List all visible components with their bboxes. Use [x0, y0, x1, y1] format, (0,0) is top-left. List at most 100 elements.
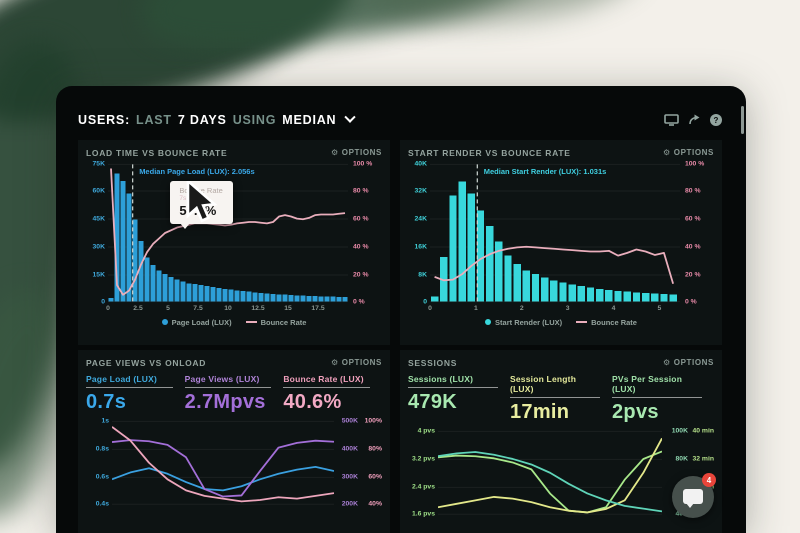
axis-tick-label: 0.6s: [95, 473, 109, 481]
start-render-chart[interactable]: Median Start Render (LUX): 1.031s: [430, 163, 680, 303]
axis-tick-label: 0 %: [353, 298, 365, 306]
x-axis: 0 2.5 5 7.5 10 12.5 15 17.5: [106, 304, 348, 315]
chat-widget-button[interactable]: 4: [672, 473, 716, 518]
legend-dot-icon: [161, 319, 168, 325]
axis-tick-label: 0: [428, 305, 432, 312]
page-views-trend-chart[interactable]: [112, 418, 334, 530]
axis-tick-label: 3: [565, 305, 570, 312]
metric-label: Sessions (LUX): [408, 374, 498, 388]
axis-tick-label: 40 %: [353, 243, 369, 251]
laptop-screen: USERS: LAST 7 DAYS USING MEDIAN ?: [56, 86, 746, 533]
axis-tick-label: 15K: [92, 271, 105, 279]
users-range-selector[interactable]: USERS: LAST 7 DAYS USING MEDIAN: [78, 111, 357, 127]
share-icon[interactable]: [688, 114, 701, 126]
axis-tick-label: 40 %: [685, 243, 701, 251]
tooltip-sublabel: 7s: [179, 195, 187, 203]
axis-tick-label: 80 %: [685, 187, 701, 195]
axis-tick-label: 100 %: [353, 160, 373, 168]
axis-tick-label: 2.5: [133, 305, 143, 312]
axis-tick-label: 32K: [414, 187, 427, 195]
title-users: USERS:: [78, 113, 131, 127]
scrollbar[interactable]: [741, 106, 744, 134]
axis-tick-label: 0: [423, 298, 427, 306]
options-button[interactable]: ⚙ OPTIONS: [331, 148, 382, 157]
legend-label: Bounce Rate: [591, 317, 637, 327]
axis-tick-label: 4 pvs: [417, 427, 435, 435]
axis-tick-label: 0: [106, 305, 110, 312]
load-time-chart[interactable]: Median Page Load (LUX): 2.056s Bounce Ra…: [108, 163, 348, 303]
axis-tick-label: 80 %: [353, 187, 369, 195]
title-using: USING: [232, 113, 277, 127]
axis-tick-label: 30K: [92, 243, 105, 251]
axis-tick-label: 15: [284, 305, 292, 312]
options-button[interactable]: ⚙ OPTIONS: [331, 358, 382, 367]
axis-tick-label: 7.5: [193, 305, 203, 312]
legend-line-icon: [245, 321, 257, 323]
axis-tick-label: 12.5: [251, 305, 265, 312]
chat-icon: [683, 489, 703, 508]
metric-page-load: Page Load (LUX) 0.7s: [86, 374, 185, 414]
axis-tick-label: 1s: [101, 417, 109, 425]
median-annotation: Median Start Render (LUX): 1.031s: [483, 167, 607, 177]
axis-tick-label: 1: [473, 305, 478, 312]
chart-legend: Page Load (LUX) Bounce Rate: [86, 315, 382, 329]
metrics-row: Page Load (LUX) 0.7s Page Views (LUX) 2.…: [86, 374, 382, 414]
tooltip-tail: [180, 223, 191, 230]
median-annotation: Median Page Load (LUX): 2.056s: [139, 167, 255, 177]
help-icon[interactable]: ?: [710, 114, 722, 126]
panel-start-render-vs-bounce-rate: START RENDER VS BOUNCE RATE ⚙ OPTIONS 40…: [400, 140, 722, 345]
title-median: MEDIAN: [282, 113, 337, 127]
gear-icon: ⚙: [663, 358, 671, 367]
axis-tick-label: 100 %: [685, 160, 705, 168]
axis-tick-label: 300K 60%: [341, 473, 382, 481]
legend-label: Start Render (LUX): [495, 317, 563, 327]
axis-tick-label: 20 %: [353, 271, 369, 279]
panel-title: SESSIONS: [408, 357, 458, 368]
metric-label: Bounce Rate (LUX): [283, 374, 371, 388]
metric-label: Page Views (LUX): [184, 374, 272, 388]
metric-pvs-per-session: PVs Per Session (LUX) 2pvs: [612, 374, 714, 424]
axis-tick-label: 0.8s: [95, 445, 109, 453]
axis-tick-label: 5: [657, 305, 662, 312]
axis-tick-label: 60 %: [685, 215, 701, 223]
metric-value: 2pvs: [612, 401, 659, 423]
title-days: 7 DAYS: [177, 113, 227, 127]
y-axis-right: 100 % 80 % 60 % 40 % 20 % 0 %: [680, 160, 714, 305]
monitor-icon[interactable]: [664, 114, 679, 126]
notification-badge: 4: [702, 473, 716, 487]
axis-tick-label: 400K 80%: [341, 445, 382, 453]
panel-page-views-vs-onload: PAGE VIEWS VS ONLOAD ⚙ OPTIONS Page Load…: [78, 350, 390, 533]
panel-title: START RENDER VS BOUNCE RATE: [408, 147, 571, 158]
axis-tick-label: 5: [166, 305, 170, 312]
y-axis-left: 40K 32K 24K 16K 8K 0: [408, 161, 430, 306]
dashboard-topbar: USERS: LAST 7 DAYS USING MEDIAN ?: [78, 106, 722, 134]
axis-tick-label: 24K: [414, 215, 427, 223]
options-button[interactable]: ⚙ OPTIONS: [663, 148, 714, 157]
y-axis-right: 100 % 80 % 60 % 40 % 20 % 0 %: [348, 160, 382, 306]
gear-icon: ⚙: [663, 148, 671, 157]
x-axis: 0 1 2 3 4 5: [428, 304, 680, 315]
legend-line-icon: [576, 321, 588, 323]
metric-sessions: Sessions (LUX) 479K: [408, 374, 510, 424]
metric-label: PVs Per Session (LUX): [612, 374, 702, 398]
bounce-rate-tooltip: Bounce Rate 7s 57.1%: [170, 181, 233, 230]
axis-tick-label: 75K: [92, 160, 105, 168]
gear-icon: ⚙: [331, 148, 339, 157]
metrics-row: Sessions (LUX) 479K Session Length (LUX)…: [408, 374, 714, 424]
axis-tick-label: 2.4 pvs: [411, 483, 435, 491]
mouse-cursor-icon: [187, 181, 218, 223]
axis-tick-label: 17.5: [311, 305, 325, 312]
sessions-trend-chart[interactable]: [438, 428, 662, 533]
metric-value: 17min: [510, 401, 570, 423]
axis-tick-label: 60K: [92, 187, 105, 195]
metric-value: 2.7Mpvs: [184, 391, 266, 413]
axis-tick-label: 2: [519, 305, 524, 312]
axis-tick-label: 0: [101, 298, 105, 306]
panel-title: LOAD TIME VS BOUNCE RATE: [86, 147, 228, 158]
axis-tick-label: 100K 40 min: [671, 427, 714, 435]
legend-label: Bounce Rate: [260, 317, 307, 327]
options-button[interactable]: ⚙ OPTIONS: [663, 358, 714, 367]
legend-dot-icon: [485, 319, 492, 325]
panel-load-time-vs-bounce-rate: LOAD TIME VS BOUNCE RATE ⚙ OPTIONS 75K 60…: [78, 140, 390, 345]
